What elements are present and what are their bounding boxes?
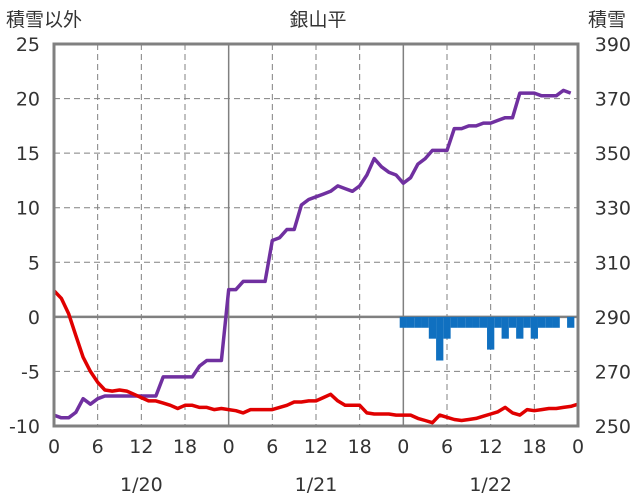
precipitation-bars xyxy=(399,316,575,361)
precipitation-bar xyxy=(567,316,575,328)
left-y-tick-label: 15 xyxy=(16,143,40,165)
right-y-tick-label: 250 xyxy=(595,416,631,438)
right-y-tick-label: 330 xyxy=(595,198,631,220)
right-y-tick-label: 270 xyxy=(595,361,631,383)
precipitation-bar xyxy=(399,316,407,328)
plot-frame xyxy=(52,42,580,428)
precipitation-bar xyxy=(428,316,437,339)
left-y-tick-label: 10 xyxy=(16,198,40,220)
date-label: 1/20 xyxy=(120,474,163,496)
precipitation-bar xyxy=(552,316,560,328)
temperature-line xyxy=(52,289,579,425)
x-tick-label: 0 xyxy=(572,436,584,458)
precipitation-bar xyxy=(545,316,553,328)
series-lines xyxy=(52,88,579,425)
precipitation-bar xyxy=(414,316,422,328)
x-tick-label: 12 xyxy=(304,436,328,458)
date-label: 1/22 xyxy=(469,474,512,496)
x-tick-label: 0 xyxy=(223,436,235,458)
precipitation-bar xyxy=(530,316,538,339)
right-axis-label: 積雪 xyxy=(588,9,626,31)
left-y-tick-label: -5 xyxy=(21,361,40,383)
right-y-tick-label: 290 xyxy=(595,307,631,329)
precipitation-bar xyxy=(494,316,502,328)
left-y-tick-label: 0 xyxy=(28,307,40,329)
precipitation-bar xyxy=(421,316,429,328)
precipitation-bar xyxy=(537,316,546,328)
x-tick-label: 12 xyxy=(479,436,503,458)
precipitation-bar xyxy=(406,316,415,328)
x-tick-label: 0 xyxy=(397,436,409,458)
right-y-tick-label: 390 xyxy=(595,34,631,56)
tick-labels: 25 20 15 10 5 0 -5 -10 390 370 350 330 310 290 270 250 0… xyxy=(9,34,631,496)
precipitation-bar xyxy=(516,316,524,339)
precipitation-bar xyxy=(436,316,444,361)
left-y-tick-label: 20 xyxy=(16,89,40,111)
precipitation-bar xyxy=(443,316,451,339)
date-label: 1/21 xyxy=(295,474,338,496)
x-tick-label: 6 xyxy=(92,436,104,458)
right-y-tick-label: 310 xyxy=(595,252,631,274)
x-tick-label: 0 xyxy=(48,436,60,458)
precipitation-bar xyxy=(450,316,458,328)
chart-title: 銀山平 xyxy=(289,9,346,31)
precipitation-bar xyxy=(472,316,480,328)
precipitation-bar xyxy=(501,316,509,339)
precipitation-bar xyxy=(457,316,466,328)
left-axis-label: 積雪以外 xyxy=(6,9,82,31)
x-tick-label: 18 xyxy=(173,436,197,458)
right-y-tick-label: 350 xyxy=(595,143,631,165)
grid-lines xyxy=(54,44,578,426)
x-tick-label: 18 xyxy=(348,436,372,458)
precipitation-bar xyxy=(523,316,531,328)
snow-depth-line xyxy=(53,88,572,420)
x-tick-label: 18 xyxy=(522,436,546,458)
x-tick-label: 12 xyxy=(129,436,153,458)
left-y-tick-label: -10 xyxy=(9,416,40,438)
left-y-tick-label: 25 xyxy=(16,34,40,56)
right-y-tick-label: 370 xyxy=(595,89,631,111)
precipitation-bar xyxy=(487,316,495,350)
precipitation-bar xyxy=(508,316,517,328)
precipitation-bar xyxy=(479,316,488,328)
precipitation-bar xyxy=(465,316,473,328)
x-tick-label: 6 xyxy=(441,436,453,458)
left-y-tick-label: 5 xyxy=(28,252,40,274)
x-tick-label: 6 xyxy=(266,436,278,458)
